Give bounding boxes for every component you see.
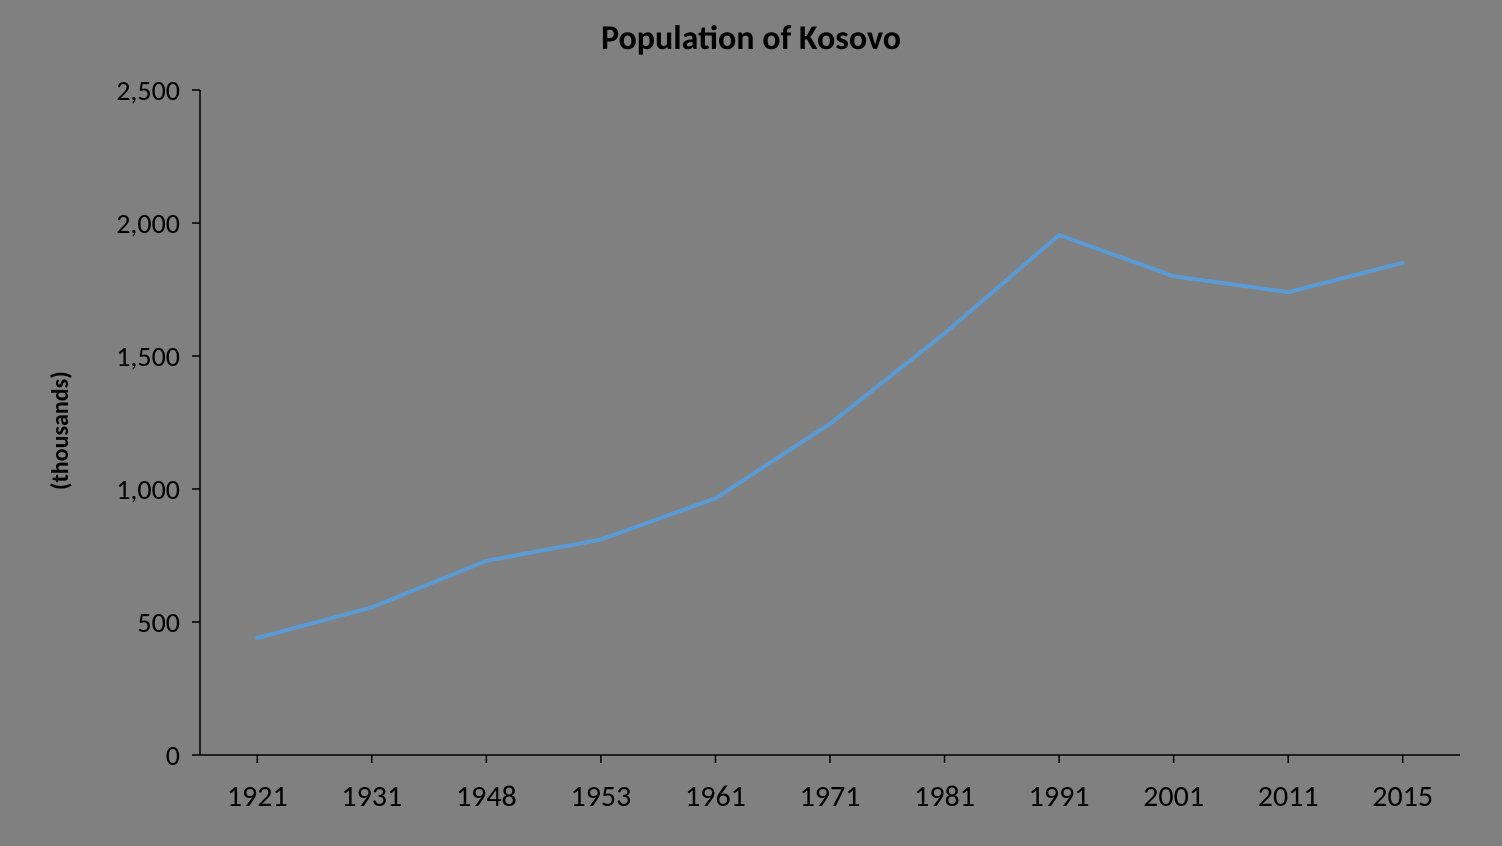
chart-plot xyxy=(0,0,1502,846)
y-tick-label: 2,500 xyxy=(116,73,180,108)
x-tick-label: 1953 xyxy=(546,778,656,815)
data-line xyxy=(257,235,1402,638)
x-tick-label: 1931 xyxy=(317,778,427,815)
x-tick-label: 2015 xyxy=(1348,778,1458,815)
y-tick-label: 500 xyxy=(137,605,180,640)
x-tick-label: 1921 xyxy=(202,778,312,815)
x-tick-label: 1991 xyxy=(1004,778,1114,815)
x-tick-label: 1981 xyxy=(890,778,1000,815)
y-tick-label: 2,000 xyxy=(116,206,180,241)
y-tick-label: 1,500 xyxy=(116,339,180,374)
x-tick-label: 1971 xyxy=(775,778,885,815)
x-tick-label: 2001 xyxy=(1119,778,1229,815)
y-tick-label: 1,000 xyxy=(116,472,180,507)
x-tick-label: 1948 xyxy=(431,778,541,815)
y-tick-label: 0 xyxy=(166,738,180,773)
x-tick-label: 2011 xyxy=(1233,778,1343,815)
x-tick-label: 1961 xyxy=(660,778,770,815)
chart-container: Population of Kosovo (thousands) 05001,0… xyxy=(0,0,1502,846)
